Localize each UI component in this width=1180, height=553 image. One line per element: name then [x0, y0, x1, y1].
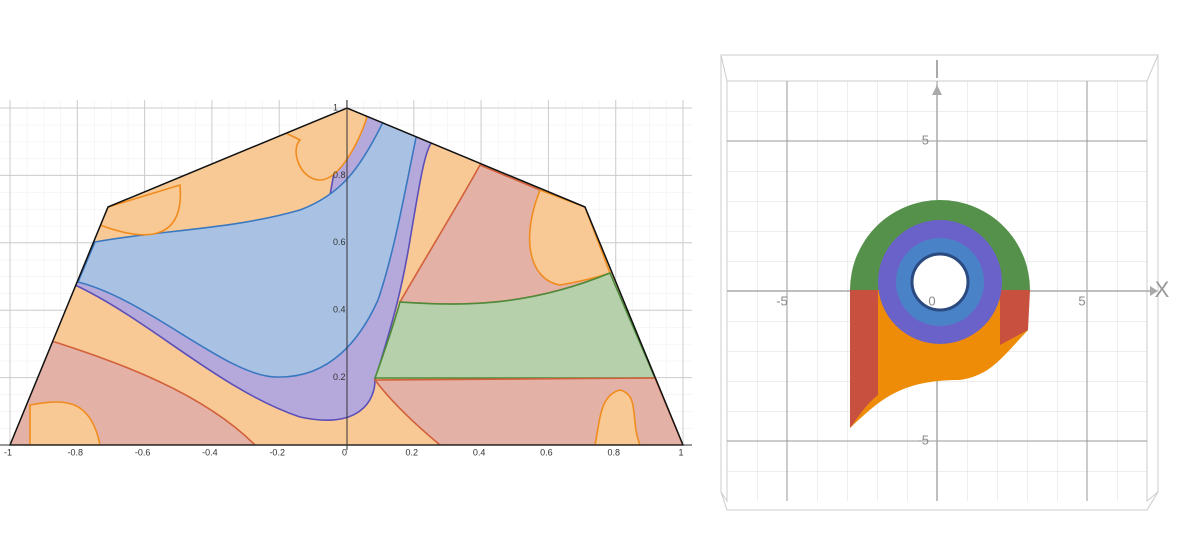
surface — [850, 200, 1030, 428]
x-tick-label: 0 — [928, 293, 935, 308]
y-tick-label: 0.4 — [333, 305, 346, 315]
region-green — [373, 271, 657, 379]
y-tick-label: 0.6 — [333, 237, 346, 247]
left-plot: -1 -0.8 -0.6 -0.4 -0.2 0 0.2 0.4 0.6 0.8 1 0.2 0.4 0.… — [0, 100, 692, 457]
region-blue — [76, 117, 419, 378]
x-tick-label: 0.8 — [607, 447, 620, 457]
y-tick-label: 0.8 — [333, 170, 346, 180]
surface-red — [850, 290, 878, 428]
region-orange — [594, 389, 642, 445]
y-tick-label: 5 — [922, 132, 929, 147]
x-tick-label: 1 — [678, 447, 683, 457]
hole — [910, 252, 970, 312]
x-tick-label: 0.2 — [406, 447, 419, 457]
y-tick-label: 1 — [333, 102, 338, 112]
surface-green — [850, 200, 1030, 290]
y-tick-label: -5 — [917, 432, 929, 447]
x-tick-label: -0.2 — [269, 447, 285, 457]
x-tick-label: -1 — [4, 447, 12, 457]
box — [720, 54, 1159, 511]
x-tick-label: -0.8 — [68, 447, 84, 457]
y-tick-label: 0.2 — [333, 372, 346, 382]
x-tick-label: 0.6 — [540, 447, 553, 457]
arrow — [932, 85, 942, 95]
x-tick-label: -0.4 — [202, 447, 218, 457]
x-tick-label: 5 — [1078, 293, 1085, 308]
x-axis-label: X — [1155, 277, 1170, 302]
x-tick-label: -0.6 — [135, 447, 151, 457]
region-orange — [278, 108, 368, 181]
region-orange — [98, 183, 182, 236]
x-tick-label: -5 — [776, 293, 788, 308]
right-plot: -5 0 5 -5 5 X — [720, 54, 1170, 511]
surface-red — [1000, 290, 1030, 345]
arrow — [1150, 286, 1158, 296]
x-tick-label: 0.4 — [473, 447, 486, 457]
x-tick-label: 0 — [342, 447, 347, 457]
